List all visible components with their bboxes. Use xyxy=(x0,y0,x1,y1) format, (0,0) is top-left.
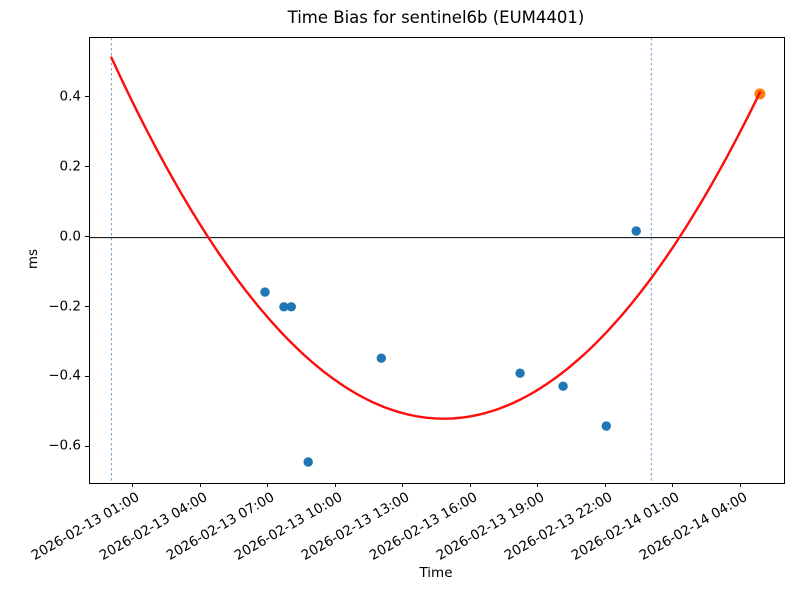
measured-time-bias-marker xyxy=(260,287,270,297)
y-tick-mark xyxy=(85,236,89,238)
x-axis-label: Time xyxy=(419,565,453,581)
measured-time-bias-marker xyxy=(279,302,289,312)
x-tick-mark xyxy=(739,483,741,487)
x-tick-mark xyxy=(604,483,606,487)
y-tick-label: −0.6 xyxy=(48,437,81,454)
measured-time-bias-marker xyxy=(515,368,525,378)
x-tick-mark xyxy=(132,483,134,487)
plot-canvas xyxy=(90,38,784,483)
y-tick-label: 0.4 xyxy=(59,88,81,105)
quadratic-fit-curve xyxy=(110,56,762,420)
measured-time-bias-marker xyxy=(631,226,641,236)
x-tick-mark xyxy=(469,483,471,487)
measured-time-bias-marker xyxy=(601,421,611,431)
y-tick-label: −0.4 xyxy=(48,367,81,384)
x-tick-mark xyxy=(267,483,269,487)
x-tick-mark xyxy=(199,483,201,487)
chart-title: Time Bias for sentinel6b (EUM4401) xyxy=(287,8,585,27)
x-tick-mark xyxy=(402,483,404,487)
y-tick-label: −0.2 xyxy=(48,297,81,314)
measured-time-bias-marker xyxy=(558,381,568,391)
x-tick-mark xyxy=(537,483,539,487)
measured-time-bias-marker xyxy=(376,353,386,363)
x-tick-mark xyxy=(334,483,336,487)
y-tick-mark xyxy=(85,96,89,98)
y-tick-mark xyxy=(85,445,89,447)
y-tick-label: 0.2 xyxy=(59,157,81,174)
x-tick-mark xyxy=(672,483,674,487)
y-axis-label: ms xyxy=(25,248,41,270)
y-tick-mark xyxy=(85,166,89,168)
y-tick-mark xyxy=(85,375,89,377)
y-tick-label: 0.0 xyxy=(59,227,81,244)
y-tick-mark xyxy=(85,306,89,307)
measured-time-bias-marker xyxy=(303,457,313,467)
plot-area xyxy=(89,37,785,484)
measured-time-bias-marker xyxy=(286,302,296,312)
